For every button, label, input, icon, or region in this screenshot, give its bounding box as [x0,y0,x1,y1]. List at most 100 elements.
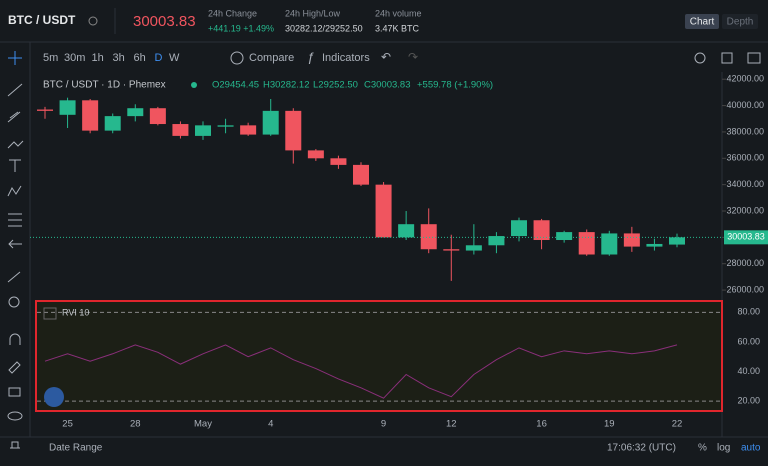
y-tick-label: 20.00 [737,395,760,405]
y-tick-label: 32000.00 [726,205,764,215]
magnet-tool[interactable] [9,333,21,345]
candle-body [669,237,685,245]
crosshair-tool[interactable] [8,51,22,65]
compare-icon[interactable] [230,51,244,65]
interval[interactable]: 5m [43,52,58,64]
y-tick-label: 60.00 [737,336,760,346]
interval[interactable]: 30m [64,52,85,64]
fib-tool[interactable] [8,213,22,227]
candle-body [262,110,279,135]
log-toggle[interactable]: log [717,443,730,454]
interval[interactable]: 6h [134,52,146,64]
x-tick-label: 19 [604,419,615,430]
indicator-line [44,344,678,399]
tab[interactable]: Depth [727,17,754,28]
settings-icon[interactable] [694,52,706,64]
y-tick-label: 40.00 [737,366,760,376]
fav-icon[interactable] [88,16,98,26]
auto-toggle[interactable]: auto [741,443,761,454]
interval[interactable]: 3h [113,52,125,64]
candle-body [195,125,211,136]
candle-body [420,224,437,250]
candle-body [511,220,527,237]
last-price-tag [724,230,768,245]
candle-body [240,125,257,135]
zoom-tool[interactable] [8,296,20,308]
legend-high: H30282.12 [263,80,309,91]
trash-tool[interactable] [10,441,20,449]
candle-body [601,233,618,255]
legend-low: L29252.50 [313,80,358,91]
candle-body [37,109,53,111]
x-tick-label: 4 [268,419,273,430]
stat-label: 24h High/Low [285,8,341,18]
candle-body [443,249,460,251]
y-tick-label: 34000.00 [726,179,764,189]
candle-body [375,184,392,238]
brush-tool[interactable] [7,140,24,149]
candle-body [488,236,505,246]
lock-draw-tool[interactable] [8,361,21,374]
x-tick-label: 28 [130,419,141,430]
screenshot-icon[interactable] [747,52,761,64]
x-tick-label: 22 [672,419,683,430]
legend-change: +559.78 (+1.90%) [417,80,493,91]
text-tool[interactable] [9,159,21,172]
tab-active[interactable] [685,14,719,29]
x-tick-label: 16 [536,419,547,430]
candle-body [556,232,573,241]
channel-tool[interactable] [7,111,21,123]
fullscreen-icon[interactable] [721,52,733,64]
eye-tool[interactable] [7,411,23,421]
line-tool[interactable] [7,83,23,97]
indicator: 80.00 60.00 40.00 20.00 [37,307,760,405]
interval[interactable]: 1h [92,52,104,64]
pattern-tool[interactable] [7,185,22,197]
candle-body [149,108,166,125]
interval[interactable]: W [169,52,180,64]
candle-body [172,124,189,136]
back-tool[interactable] [8,239,22,249]
y-tick-label: 80.00 [737,307,760,317]
indicators-button[interactable]: Indicators [322,52,370,64]
lock-tool[interactable] [8,387,21,397]
indicator-panel [37,302,722,410]
redo-icon[interactable]: ↷ [408,50,418,64]
candle-body [285,110,302,151]
stat-label: 24h volume [375,8,422,18]
candle-body [59,100,76,115]
compare-button[interactable]: Compare [249,52,294,64]
indicator-name: RVI 10 [62,307,89,317]
pair[interactable]: BTC / USDT [8,13,76,27]
x-tick-label: May [194,419,212,430]
candle-body [104,116,121,131]
undo-icon[interactable]: ↶ [381,50,391,64]
candle-body [578,232,595,255]
percent-toggle[interactable]: % [698,443,707,454]
interval[interactable]: D [155,52,163,64]
plot: 42000.00 40000.00 38000.00 36000.00 34000.00… [30,74,768,430]
ruler-tool[interactable] [7,271,21,283]
tab-bg[interactable] [722,14,758,29]
candle-body [330,158,347,165]
stat-label: 24h Change [208,8,257,18]
candle-body [353,164,369,185]
collapse-icon[interactable] [43,307,57,320]
logo[interactable] [44,387,64,407]
tab[interactable]: Chart [690,17,715,28]
candle-body [127,108,144,117]
last-price: 30003.83 [133,13,196,30]
y-tick-label: 36000.00 [726,153,764,163]
date-range[interactable]: Date Range [49,443,103,454]
x-tick-label: 25 [62,419,73,430]
left-toolbar [7,51,24,449]
highlight-box [35,300,723,412]
status-dot [191,82,197,88]
indicators-icon[interactable]: ƒ [307,49,314,64]
y-tick-label: 42000.00 [726,74,764,84]
x-tick-label: 9 [381,419,386,430]
candle-body [307,150,324,159]
y-tick-label: 26000.00 [726,284,764,294]
stat-value: 30282.12/29252.50 [285,23,363,33]
